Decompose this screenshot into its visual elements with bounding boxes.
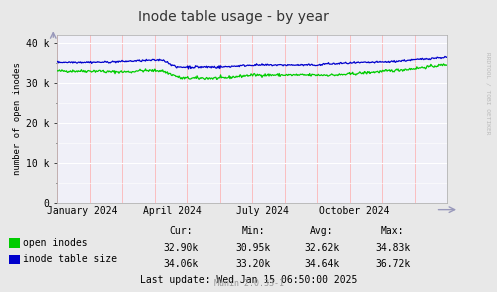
Text: Avg:: Avg: [310,226,334,236]
Text: 32.62k: 32.62k [305,243,339,253]
Text: Max:: Max: [381,226,405,236]
Text: 34.06k: 34.06k [164,259,199,269]
Text: Inode table usage - by year: Inode table usage - by year [138,10,329,24]
Text: 30.95k: 30.95k [236,243,271,253]
Text: January 2024: January 2024 [47,206,118,216]
Text: Cur:: Cur: [169,226,193,236]
Text: 32.90k: 32.90k [164,243,199,253]
Text: 33.20k: 33.20k [236,259,271,269]
Text: inode table size: inode table size [23,254,117,264]
Text: RRDTOOL / TOBI OETIKER: RRDTOOL / TOBI OETIKER [486,52,491,135]
Text: October 2024: October 2024 [319,206,390,216]
Text: Munin 2.0.33-1: Munin 2.0.33-1 [214,279,283,288]
Text: Last update: Wed Jan 15 06:50:00 2025: Last update: Wed Jan 15 06:50:00 2025 [140,275,357,285]
Text: 34.83k: 34.83k [375,243,410,253]
Text: open inodes: open inodes [23,238,88,248]
Text: July 2024: July 2024 [236,206,288,216]
Y-axis label: number of open inodes: number of open inodes [13,62,22,175]
Text: 34.64k: 34.64k [305,259,339,269]
Text: Min:: Min: [242,226,265,236]
Text: April 2024: April 2024 [143,206,202,216]
Text: 36.72k: 36.72k [375,259,410,269]
